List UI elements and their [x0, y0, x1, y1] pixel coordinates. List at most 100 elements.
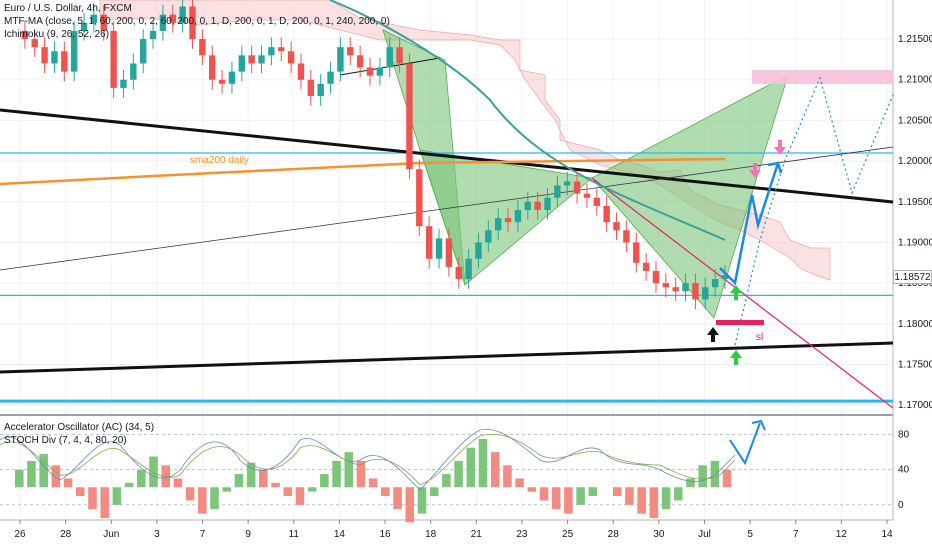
horizontal-levels	[0, 152, 893, 403]
candle-body	[534, 201, 541, 210]
candle-body	[702, 287, 709, 300]
price-tick-label: 1.17500	[898, 360, 932, 371]
grid-lines	[0, 0, 893, 520]
legend-mtf-ma: MTF-MA (close, 5, 1, 60, 200, 0, 2, 60, …	[4, 16, 390, 27]
ac-bar	[515, 478, 524, 488]
ac-bar	[503, 465, 512, 488]
candle-body	[366, 67, 374, 76]
ac-bar	[344, 452, 354, 488]
ac-bar	[246, 462, 256, 488]
oscillator-pane	[0, 434, 893, 523]
ac-bar	[88, 487, 97, 510]
candle-body	[514, 209, 522, 223]
ac-bar	[222, 487, 231, 492]
time-axis[interactable]: 26 28 Jun 3 7 9 11 14 16 18 21 23 25 28 30 Jul 5 7 12 14	[14, 520, 893, 540]
candle-body	[258, 55, 265, 64]
crimson-trendline	[591, 177, 894, 409]
ac-bar	[576, 487, 585, 505]
arrow-down-pink-2	[774, 140, 786, 155]
candle-body	[642, 262, 650, 271]
legend-title: Euro / U.S. Dollar, 4h, FXCM	[4, 3, 132, 14]
time-tick-label: 14	[881, 529, 893, 540]
time-tick-label: 7	[200, 529, 206, 540]
candle-body	[100, 14, 107, 31]
ac-bar	[637, 487, 646, 514]
price-tick-label: 1.19500	[898, 197, 932, 208]
trendlines	[0, 57, 894, 409]
price-axis[interactable]: 1.21500 1.21000 1.20500 1.20000 1.19500 1.190…	[898, 34, 932, 411]
time-tick-label: 21	[471, 529, 483, 540]
candle-body	[455, 266, 462, 280]
candle-body	[248, 55, 255, 64]
osc-tick-label: 0	[898, 500, 904, 511]
price-tick-label: 1.19000	[898, 237, 932, 248]
time-tick-label: 11	[289, 529, 300, 540]
candle-body	[238, 55, 246, 72]
candle-body	[218, 79, 226, 84]
ac-bar	[722, 469, 732, 488]
ac-bar	[307, 487, 317, 492]
candle-body	[494, 218, 502, 231]
ac-bar	[612, 487, 622, 497]
ac-bar	[295, 487, 305, 505]
candle-body	[672, 287, 679, 292]
candle-body	[445, 238, 453, 267]
projection-arrowhead	[767, 161, 783, 174]
time-tick-label: 26	[14, 529, 26, 540]
sl-bar	[716, 320, 764, 325]
ac-bar	[429, 487, 439, 497]
sl-label: sl	[756, 332, 763, 343]
time-tick-label: 25	[562, 529, 574, 540]
ac-bar	[686, 478, 695, 488]
price-tick-label: 1.21000	[898, 75, 932, 86]
arrow-up-green-1	[730, 285, 742, 300]
candle-body	[425, 226, 433, 259]
ac-bar	[259, 469, 268, 488]
price-tick-label: 1.21500	[898, 34, 932, 45]
candle-body	[130, 63, 137, 80]
oscillator-axis[interactable]: 80 40 0	[898, 430, 910, 511]
ac-bar	[283, 487, 293, 497]
time-tick-label: 7	[793, 529, 799, 540]
candle-body	[110, 30, 117, 88]
ac-bar	[625, 487, 634, 505]
candle-body	[317, 83, 324, 97]
candle-body	[633, 242, 640, 263]
time-tick-label: Jun	[103, 529, 119, 540]
time-tick-label: 3	[154, 529, 160, 540]
time-tick-label: 9	[245, 529, 251, 540]
ac-bar	[15, 469, 24, 488]
time-tick-label: 5	[747, 529, 753, 540]
legend-stoch: STOCH Div (7, 4, 4, 80, 20)	[4, 435, 127, 446]
current-price-tag: 1.18572	[893, 270, 932, 285]
candle-body	[337, 47, 344, 72]
candle-body	[504, 218, 512, 223]
ac-bar	[588, 487, 598, 497]
projection-dotted	[734, 76, 894, 346]
ac-bar	[490, 452, 500, 488]
time-tick-label: 30	[653, 529, 665, 540]
candle-body	[396, 47, 403, 64]
ac-bar	[454, 460, 463, 488]
candle-body	[268, 47, 275, 56]
price-tick-label: 1.17000	[898, 400, 932, 411]
ac-bar	[393, 487, 402, 510]
ma-teal-line	[329, 0, 726, 241]
candles	[21, 0, 729, 310]
ac-bar	[417, 487, 427, 514]
candle-body	[169, 14, 176, 23]
sma200-line	[0, 157, 726, 186]
candle-body	[347, 47, 354, 56]
ac-bar	[76, 487, 85, 497]
ac-bar	[39, 453, 48, 488]
osc-tick-label: 40	[898, 465, 910, 476]
arrow-up-black	[707, 327, 719, 342]
ac-bar	[185, 487, 195, 501]
candle-body	[583, 193, 591, 198]
projection-solid	[719, 162, 780, 286]
candle-body	[199, 39, 206, 56]
ac-bar	[271, 482, 280, 488]
candle-body	[356, 55, 364, 68]
candle-body	[593, 197, 601, 206]
